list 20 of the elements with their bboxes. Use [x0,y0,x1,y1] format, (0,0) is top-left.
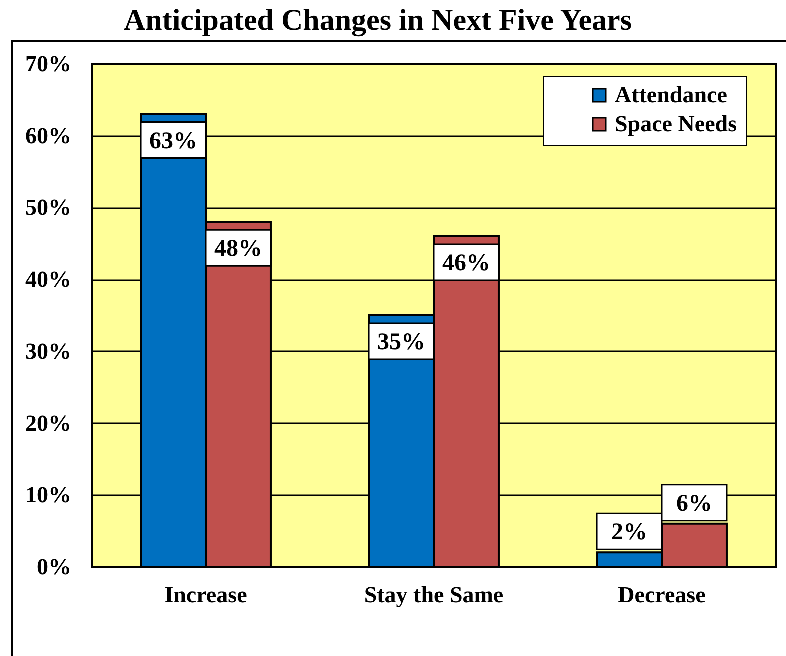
y-tick-label: 60% [26,123,72,148]
y-tick-label: 10% [26,482,72,508]
data-label: 46% [442,250,490,276]
x-tick-label: Decrease [618,582,706,608]
data-label: 2% [612,520,648,546]
y-tick-label: 0% [37,554,72,580]
x-tick-label: Stay the Same [364,582,504,608]
data-label: 6% [676,490,712,517]
x-tick-label: Increase [164,582,248,608]
data-label: 48% [214,236,262,262]
data-label: 35% [378,330,426,356]
legend-label: Space Needs [615,112,738,136]
y-tick-label: 20% [26,410,72,436]
data-label: 63% [150,128,198,154]
chart-title: Anticipated Changes in Next Five Years [124,4,632,37]
y-tick-label: 50% [26,195,72,220]
y-tick-label: 40% [26,267,72,292]
y-tick-label: 70% [26,52,72,76]
legend-label: Attendance [615,82,728,108]
y-tick-label: 30% [26,338,72,364]
